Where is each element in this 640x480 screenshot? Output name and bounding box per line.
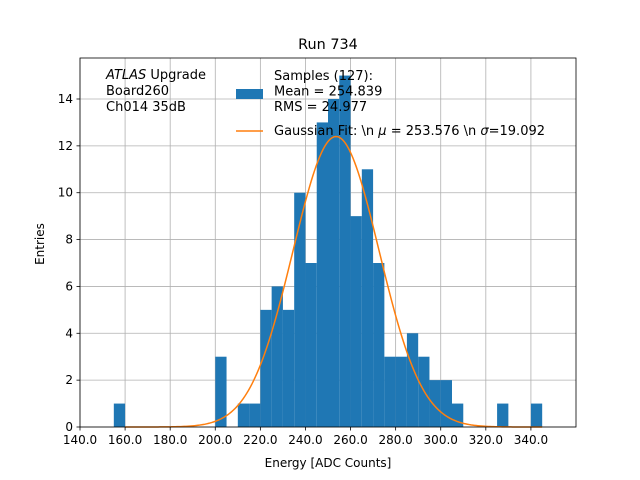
annotation-line: Ch014 35dB	[106, 100, 186, 115]
legend: Samples (127): Mean = 254.839 RMS = 24.9…	[236, 69, 545, 139]
x-tick-label: 200.0	[198, 433, 232, 447]
histogram-bar	[452, 403, 464, 427]
histogram-bar	[530, 403, 543, 427]
histogram-bar	[339, 75, 351, 428]
annotation-rest: Upgrade	[146, 68, 206, 83]
y-tick-label: 12	[58, 139, 73, 153]
histogram-bar	[316, 122, 328, 427]
x-tick-label: 240.0	[288, 433, 322, 447]
x-tick-label: 260.0	[333, 433, 367, 447]
x-tick-label: 180.0	[153, 433, 187, 447]
annotation-italic: ATLAS	[105, 68, 146, 83]
histogram-bar	[384, 356, 396, 427]
legend-fit-symbol: μ	[377, 124, 386, 139]
legend-fit-text: =19.092	[489, 124, 545, 139]
histogram-bar	[215, 356, 227, 427]
histogram-bar	[497, 403, 509, 427]
histogram-bar	[373, 263, 385, 427]
histogram-bars	[113, 75, 543, 428]
x-axis-label: Energy [ADC Counts]	[265, 456, 392, 470]
histogram-bar	[395, 356, 407, 427]
legend-hist-label: Samples (127):	[274, 69, 373, 84]
histogram-bar	[328, 99, 340, 427]
axes: 140.0 160.0 180.0 200.0 220.0 240.0 260.0 280.0…	[58, 57, 577, 447]
y-tick-label: 14	[58, 92, 73, 106]
histogram-bar	[260, 309, 272, 427]
histogram-bar	[271, 286, 283, 427]
gaussian-fit-line	[125, 135, 543, 428]
annotation-line: Board260	[106, 84, 169, 99]
legend-hist-swatch	[236, 89, 263, 99]
x-tick-label: 280.0	[378, 433, 412, 447]
histogram-bar	[237, 403, 250, 427]
y-tick-label: 4	[65, 326, 73, 340]
y-tick-label: 10	[58, 186, 73, 200]
atlas-annotation: ATLAS Upgrade Board260 Ch014 35dB	[105, 68, 206, 115]
y-tick-label: 6	[65, 279, 73, 293]
x-tick-label: 300.0	[424, 433, 458, 447]
histogram-bar	[350, 216, 362, 427]
chart-title: Run 734	[298, 37, 358, 53]
histogram-bar	[113, 403, 126, 427]
histogram-bar	[406, 333, 419, 427]
y-tick-label: 8	[65, 233, 73, 247]
x-tick-label: 140.0	[63, 433, 97, 447]
x-tick-label: 340.0	[514, 433, 548, 447]
plot-frame	[79, 57, 577, 428]
y-tick-label: 0	[65, 420, 73, 434]
gaussian-fit	[125, 135, 543, 428]
histogram-bar	[305, 263, 317, 427]
annotation-line: ATLAS Upgrade	[105, 68, 206, 83]
x-tick-label: 160.0	[108, 433, 142, 447]
x-tick-label: 320.0	[469, 433, 503, 447]
legend-fit-label: Gaussian Fit: \n μ = 253.576 \n σ=19.092	[274, 124, 545, 139]
histogram-bar	[249, 403, 261, 427]
x-tick-label: 220.0	[243, 433, 277, 447]
legend-fit-symbol: σ	[480, 124, 489, 139]
y-axis-label: Entries	[33, 223, 47, 265]
histogram-bar	[294, 192, 306, 427]
legend-hist-label: Mean = 254.839	[274, 85, 382, 100]
legend-fit-text: Gaussian Fit: \n	[274, 124, 378, 139]
y-tick-label: 2	[65, 373, 73, 387]
histogram-bar	[282, 309, 295, 427]
legend-hist-label: RMS = 24.977	[274, 100, 367, 115]
histogram-bar	[429, 380, 441, 427]
histogram-bar	[440, 380, 452, 427]
histogram-bar	[361, 169, 374, 428]
legend-fit-text: = 253.576 \n	[387, 124, 481, 139]
